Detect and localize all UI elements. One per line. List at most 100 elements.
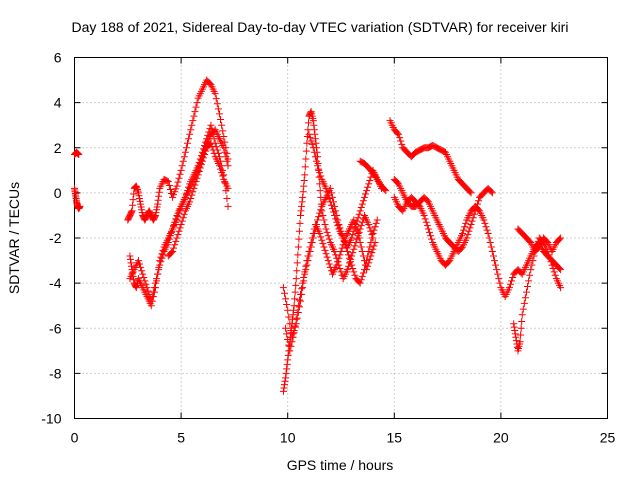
data-point bbox=[506, 280, 514, 288]
y-ticks: -10 -8 -6 -4 -2 0 2 4 6 bbox=[41, 50, 608, 427]
data-point bbox=[308, 234, 316, 242]
data-point bbox=[199, 154, 207, 162]
x-tick-label: 10 bbox=[280, 430, 296, 446]
data-point bbox=[309, 229, 317, 237]
data-point bbox=[423, 222, 431, 230]
data-point bbox=[320, 243, 328, 251]
data-point bbox=[126, 252, 134, 260]
data-point bbox=[550, 268, 558, 276]
data-point bbox=[302, 262, 310, 270]
y-tick-label: -8 bbox=[49, 365, 62, 381]
data-point bbox=[139, 270, 147, 278]
data-point bbox=[287, 342, 295, 350]
data-point bbox=[147, 302, 155, 310]
data-point bbox=[191, 181, 199, 189]
data-point bbox=[133, 185, 141, 193]
data-point bbox=[315, 165, 323, 173]
data-point bbox=[215, 110, 223, 118]
data-point bbox=[351, 271, 359, 279]
data-point bbox=[397, 137, 405, 145]
data-point bbox=[295, 303, 303, 311]
x-axis-label: GPS time / hours bbox=[287, 457, 394, 473]
data-point bbox=[461, 223, 469, 231]
x-tick-label: 15 bbox=[387, 430, 403, 446]
data-point bbox=[306, 243, 314, 251]
data-point bbox=[293, 308, 301, 316]
data-point bbox=[224, 162, 232, 170]
data-point bbox=[299, 188, 307, 196]
data-point bbox=[306, 134, 314, 142]
data-point bbox=[168, 249, 176, 257]
data-point bbox=[190, 184, 198, 192]
data-point bbox=[156, 257, 164, 265]
data-point bbox=[368, 234, 376, 242]
data-point bbox=[322, 225, 330, 233]
data-point bbox=[186, 198, 194, 206]
data-point bbox=[164, 178, 172, 186]
data-point bbox=[204, 131, 212, 139]
data-point bbox=[176, 224, 184, 232]
data-point bbox=[148, 297, 156, 305]
data-point bbox=[557, 234, 565, 242]
data-point bbox=[381, 185, 389, 193]
data-point bbox=[517, 331, 525, 339]
data-point bbox=[175, 227, 183, 235]
data-point bbox=[316, 229, 324, 237]
data-point bbox=[178, 162, 186, 170]
data-point bbox=[520, 299, 528, 307]
data-point bbox=[368, 249, 376, 257]
data-point bbox=[396, 134, 404, 142]
data-point bbox=[321, 220, 329, 228]
data-point bbox=[218, 169, 226, 177]
data-point bbox=[314, 216, 322, 224]
data-point bbox=[129, 201, 137, 209]
data-point bbox=[422, 218, 430, 226]
data-point bbox=[183, 139, 191, 147]
data-point bbox=[177, 220, 185, 228]
data-point bbox=[192, 103, 200, 111]
data-point bbox=[480, 216, 488, 224]
data-point bbox=[208, 143, 216, 151]
data-point bbox=[159, 246, 167, 254]
data-point bbox=[291, 288, 299, 296]
data-point bbox=[316, 169, 324, 177]
data-point bbox=[134, 187, 142, 195]
data-point bbox=[293, 259, 301, 267]
data-point bbox=[189, 188, 197, 196]
data-point bbox=[149, 293, 157, 301]
data-point bbox=[282, 374, 290, 382]
y-tick-label: -6 bbox=[49, 320, 62, 336]
data-point bbox=[132, 182, 140, 190]
data-point bbox=[283, 360, 291, 368]
data-point bbox=[157, 253, 165, 261]
data-point bbox=[311, 153, 319, 161]
data-point bbox=[295, 227, 303, 235]
series-seg-a4 bbox=[164, 139, 232, 260]
data-point bbox=[299, 193, 307, 201]
data-point bbox=[210, 149, 218, 157]
data-point bbox=[173, 182, 181, 190]
data-point bbox=[190, 112, 198, 120]
data-point bbox=[76, 202, 84, 210]
data-point bbox=[358, 200, 366, 208]
data-point bbox=[192, 178, 200, 186]
data-point bbox=[330, 208, 338, 216]
data-point bbox=[294, 243, 302, 251]
data-point bbox=[304, 252, 312, 260]
x-tick-label: 5 bbox=[177, 430, 185, 446]
data-point bbox=[350, 227, 358, 235]
data-point bbox=[293, 267, 301, 275]
data-point bbox=[182, 144, 190, 152]
data-point bbox=[460, 226, 468, 234]
data-point bbox=[316, 187, 324, 195]
data-point bbox=[337, 248, 345, 256]
data-point bbox=[174, 178, 182, 186]
data-point bbox=[510, 320, 518, 328]
data-point bbox=[356, 225, 364, 233]
data-point bbox=[185, 135, 193, 143]
data-point bbox=[370, 242, 378, 250]
data-point bbox=[281, 289, 289, 297]
x-tick-label: 0 bbox=[71, 430, 79, 446]
y-axis-label: SDTVAR / TECUs bbox=[6, 182, 22, 294]
data-point bbox=[197, 161, 205, 169]
